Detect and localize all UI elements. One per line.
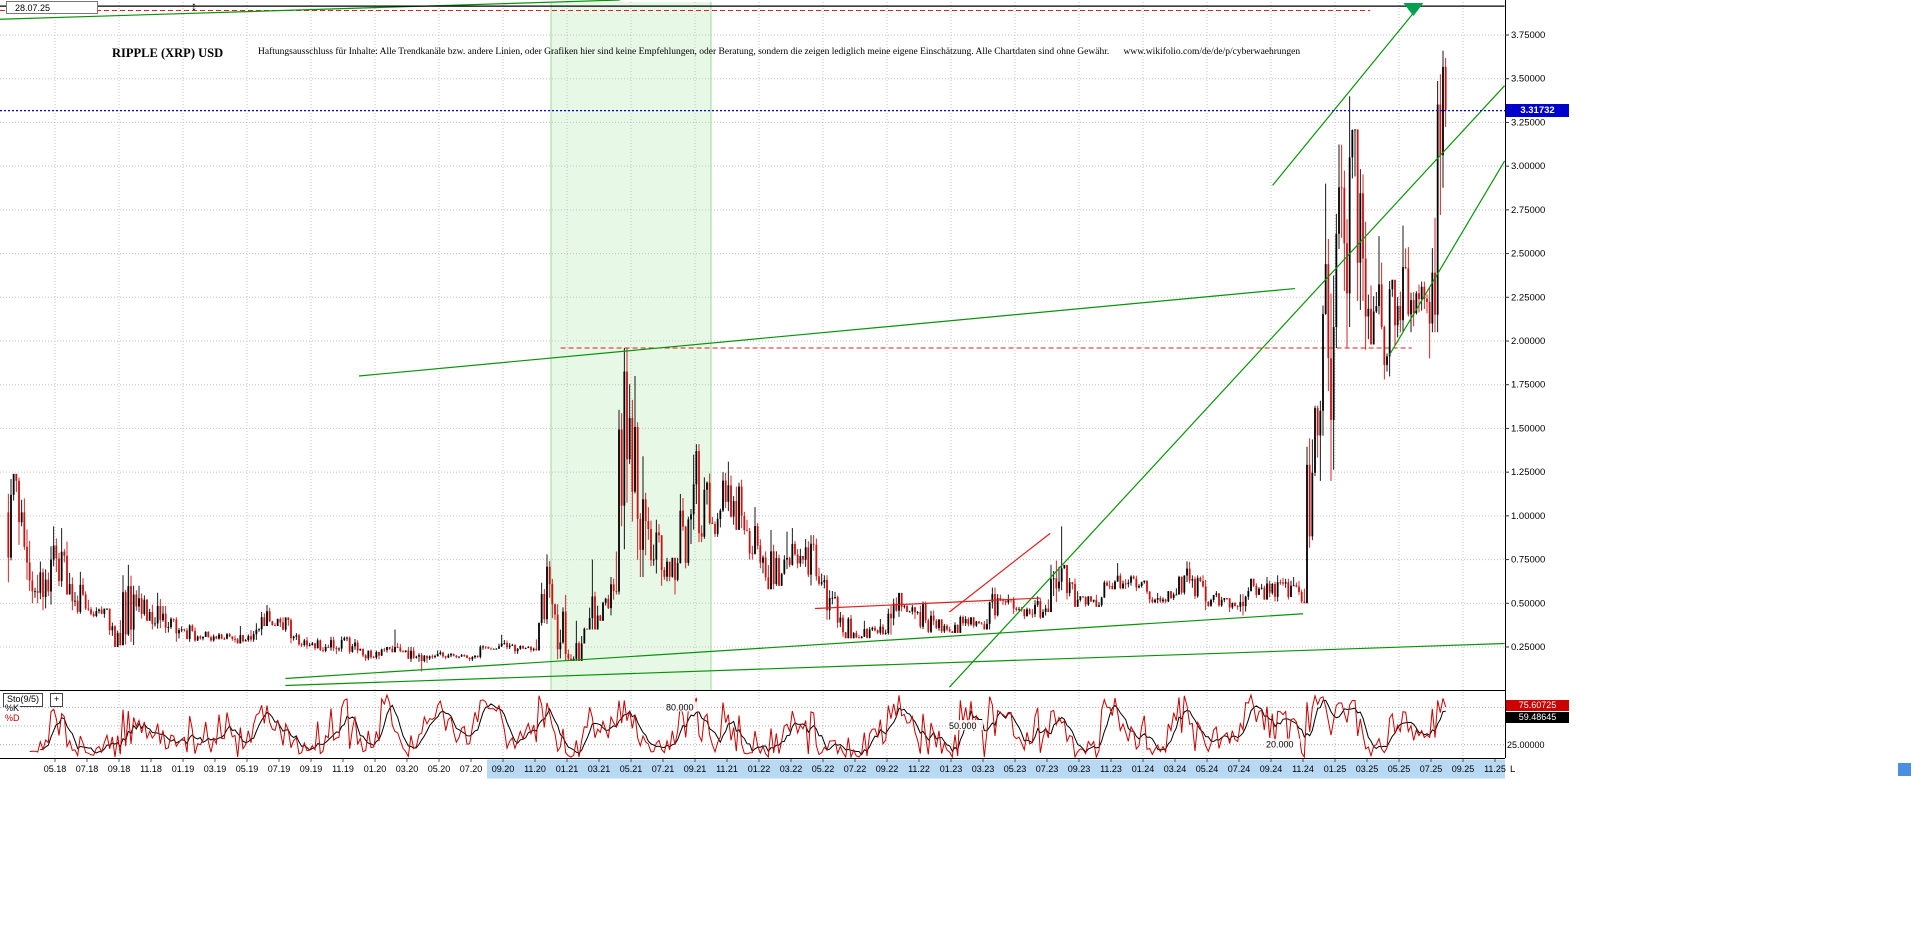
time-tick-label: 07.18 <box>76 764 99 774</box>
time-tick-label: 11.22 <box>908 764 930 774</box>
plus-icon: + <box>53 694 60 704</box>
dashed-line-layer <box>0 10 1412 349</box>
stochastic-axis-bottom-label: 25.00000 <box>1507 740 1545 750</box>
time-tick-label: 09.25 <box>1452 764 1475 774</box>
price-tick-label: 3.75000 <box>1511 30 1545 41</box>
stochastic-d-value-badge: 59.48645 <box>1506 712 1569 723</box>
candles-layer <box>7 50 1447 672</box>
stochastic-k-line <box>29 693 1447 759</box>
stochastic-k-value-badge: 75.60725 <box>1506 700 1569 711</box>
time-tick-label: 01.23 <box>940 764 963 774</box>
time-tick-label: 01.19 <box>172 764 195 774</box>
stochastic-d-label: %D <box>4 713 21 723</box>
time-tick-label: 11.25 <box>1484 764 1506 774</box>
time-tick-label: 09.20 <box>492 764 515 774</box>
stochastic-k-label: %K <box>4 703 21 713</box>
time-tick-label: 05.25 <box>1388 764 1411 774</box>
time-tick-label: 09.21 <box>684 764 707 774</box>
time-tick-label: 09.18 <box>108 764 131 774</box>
time-tick-label: 07.24 <box>1228 764 1251 774</box>
time-tick-label: 09.19 <box>300 764 323 774</box>
price-tick-label: 0.25000 <box>1511 642 1545 653</box>
price-tick-label: 3.00000 <box>1511 161 1545 172</box>
frame-layer <box>0 0 1506 759</box>
time-tick-label: 05.18 <box>44 764 67 774</box>
time-tick-label: 03.23 <box>972 764 995 774</box>
time-tick-label: 03.21 <box>588 764 611 774</box>
time-tick-label: 05.19 <box>236 764 259 774</box>
price-tick-label: 0.50000 <box>1511 598 1545 609</box>
time-tick-label: 07.22 <box>844 764 867 774</box>
time-tick-label: 11.20 <box>524 764 546 774</box>
axis-layer: 3.75000 3.50000 3.25000 3.00000 2.75000 2.500… <box>44 30 1545 779</box>
time-tick-label: 09.22 <box>876 764 899 774</box>
stochastic-d-line <box>40 699 1446 756</box>
price-tick-label: 2.25000 <box>1511 292 1545 303</box>
price-tick-label: 1.25000 <box>1511 467 1545 478</box>
price-tick-label: 2.00000 <box>1511 336 1545 347</box>
time-tick-label: 05.22 <box>812 764 835 774</box>
time-tick-label: 03.24 <box>1164 764 1187 774</box>
time-tick-label: 11.23 <box>1100 764 1122 774</box>
grid-layer <box>0 2 1505 758</box>
time-tick-label: 01.20 <box>364 764 387 774</box>
time-tick-label: 01.22 <box>748 764 771 774</box>
time-tick-label: 11.18 <box>140 764 162 774</box>
time-tick-label: 07.25 <box>1420 764 1443 774</box>
time-tick-label: 05.21 <box>620 764 643 774</box>
time-tick-label: 05.20 <box>428 764 451 774</box>
time-tick-label: 05.24 <box>1196 764 1219 774</box>
trendline-layer <box>0 0 1506 688</box>
down-arrow-marker <box>1403 3 1424 16</box>
price-tick-label: 2.50000 <box>1511 249 1545 260</box>
scrollbar-corner <box>1898 763 1911 776</box>
time-tick-label: 09.23 <box>1068 764 1091 774</box>
stochastic-level-label: 20.000 <box>1266 740 1294 750</box>
time-tick-label: 11.24 <box>1292 764 1314 774</box>
vertical-resize-icon[interactable]: ↕ <box>191 0 197 13</box>
time-tick-label: 07.21 <box>652 764 675 774</box>
date-label: 28.07.25 <box>15 3 51 13</box>
disclaimer-text: Haftungsausschluss für Inhalte: Alle Tre… <box>258 47 1301 57</box>
time-tick-label: 03.22 <box>780 764 803 774</box>
time-tick-label: 07.20 <box>460 764 483 774</box>
time-tick-label: 01.24 <box>1132 764 1155 774</box>
price-tick-label: 3.25000 <box>1511 117 1545 128</box>
indicator-expand-button[interactable]: + <box>50 693 63 707</box>
time-tick-label: 09.24 <box>1260 764 1283 774</box>
time-tick-label: 01.21 <box>556 764 579 774</box>
current-price-badge: 3.31732 <box>1506 104 1569 117</box>
time-tick-label: 07.23 <box>1036 764 1059 774</box>
chart-title: RIPPLE (XRP) USD <box>112 46 224 60</box>
stochastic-level-label: 80.000 <box>666 702 694 712</box>
date-label-box: 28.07.25 <box>6 1 98 14</box>
time-tick-label: 01.25 <box>1324 764 1347 774</box>
price-tick-label: 1.75000 <box>1511 380 1545 391</box>
marker-layer <box>1403 3 1424 16</box>
time-tick-label: 03.19 <box>204 764 227 774</box>
stochastic-layer <box>29 693 1447 759</box>
stochastic-level-label: 50.000 <box>949 721 977 731</box>
time-tick-label: 07.19 <box>268 764 291 774</box>
price-tick-label: 1.50000 <box>1511 423 1545 434</box>
time-tick-label: 05.23 <box>1004 764 1027 774</box>
price-tick-label: 0.75000 <box>1511 555 1545 566</box>
price-tick-label: 2.75000 <box>1511 205 1545 216</box>
time-tick-label: 03.25 <box>1356 764 1379 774</box>
price-tick-label: 3.50000 <box>1511 74 1545 85</box>
time-tick-label: 11.19 <box>332 764 354 774</box>
highlight-region-layer <box>550 2 712 690</box>
scale-indicator-label[interactable]: L <box>1510 764 1516 775</box>
time-tick-label: 03.20 <box>396 764 419 774</box>
time-tick-label: 11.21 <box>716 764 738 774</box>
price-tick-label: 1.00000 <box>1511 511 1545 522</box>
